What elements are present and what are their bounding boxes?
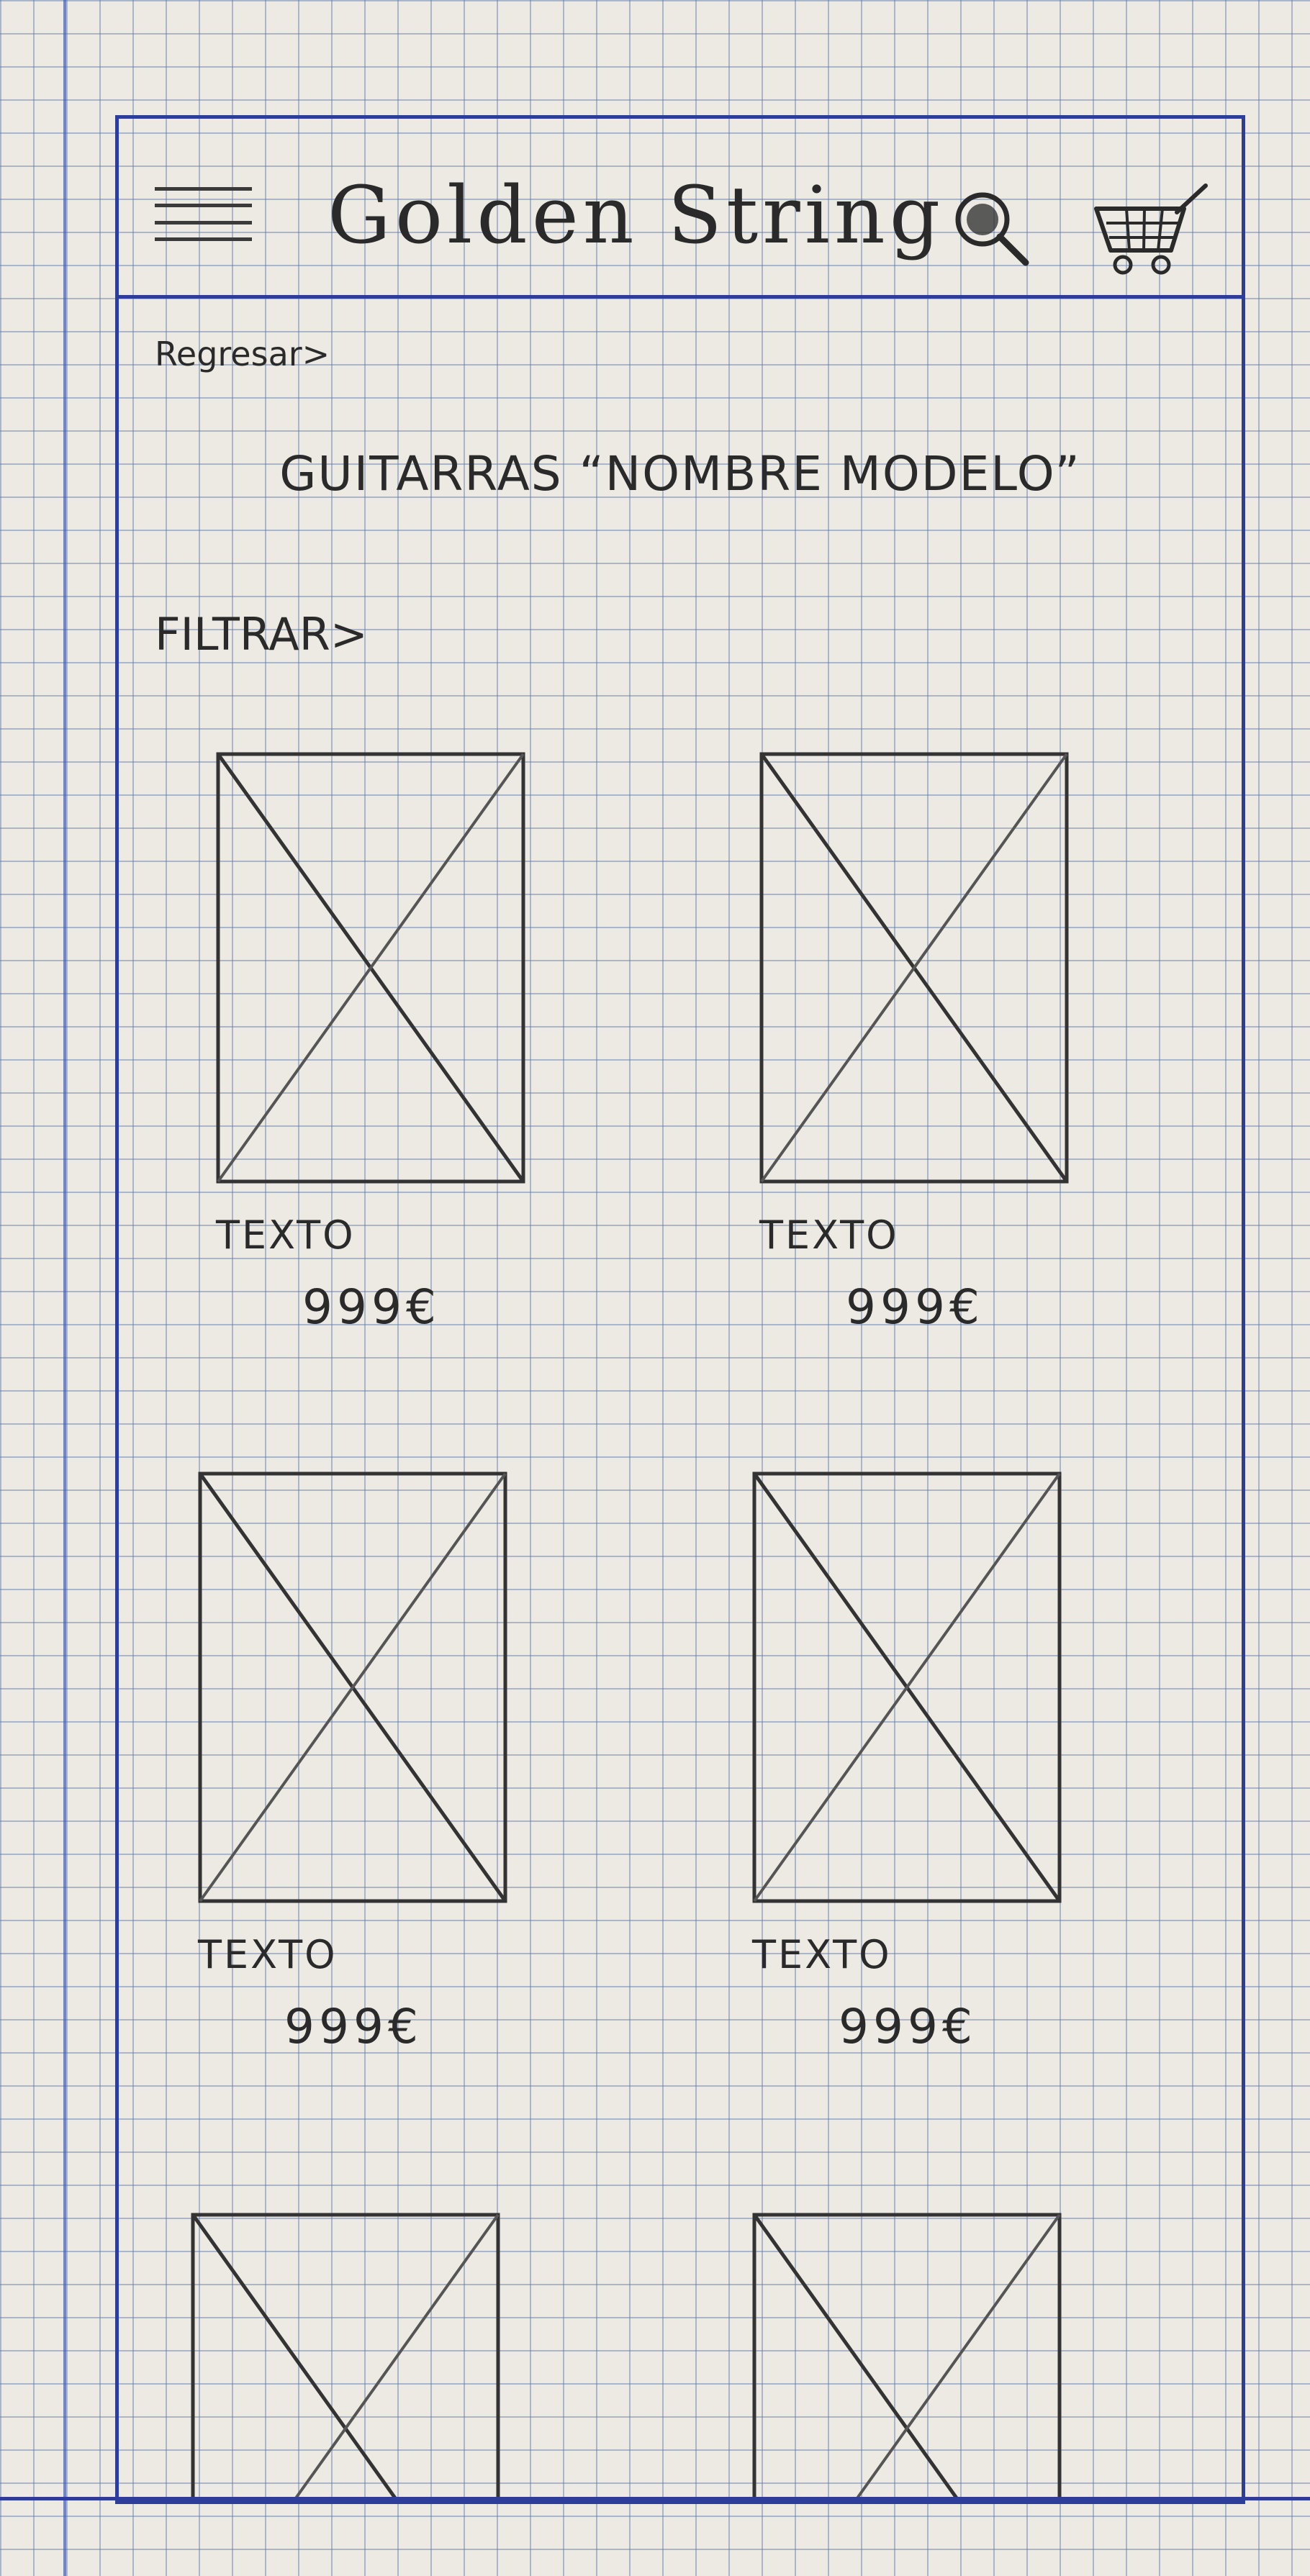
back-link[interactable]: Regresar> [155,335,330,373]
product-card[interactable]: TEXTO 999€ [752,1471,1141,2054]
product-price: 999€ [284,1999,423,2054]
product-price: 999€ [302,1279,441,1335]
phone-frame: Golden String Regresar> GUITARRAS “NOMBR… [115,115,1245,2504]
notebook-bottom-line [0,2497,1310,2500]
search-icon[interactable] [947,183,1033,270]
image-placeholder-icon [752,2213,1062,2500]
header-bar: Golden String [119,119,1242,299]
product-card[interactable]: TEXTO 999€ [198,1471,587,2054]
product-name: TEXTO [759,1212,899,1258]
product-price: 999€ [846,1279,984,1335]
product-name: TEXTO [216,1212,356,1258]
notebook-margin-line [63,0,66,2576]
filter-link[interactable]: FILTRAR> [155,608,368,661]
product-card[interactable]: TEXTO 999€ [759,752,1148,1335]
product-card[interactable] [191,2213,579,2500]
image-placeholder-icon [752,1471,1062,1903]
image-placeholder-icon [198,1471,507,1903]
image-placeholder-icon [759,752,1069,1184]
product-card[interactable]: TEXTO 999€ [216,752,605,1335]
cart-icon[interactable] [1090,180,1213,277]
product-name: TEXTO [198,1932,338,1977]
product-card[interactable] [752,2213,1141,2500]
image-placeholder-icon [191,2213,500,2500]
image-placeholder-icon [216,752,525,1184]
product-price: 999€ [839,1999,977,2054]
menu-icon[interactable] [155,187,252,241]
product-name: TEXTO [752,1932,892,1977]
logo[interactable]: Golden String [328,169,945,261]
page-title: GUITARRAS “NOMBRE MODELO” [279,446,1081,502]
